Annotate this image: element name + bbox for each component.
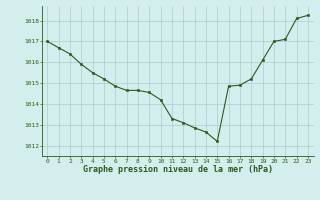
X-axis label: Graphe pression niveau de la mer (hPa): Graphe pression niveau de la mer (hPa): [83, 165, 273, 174]
